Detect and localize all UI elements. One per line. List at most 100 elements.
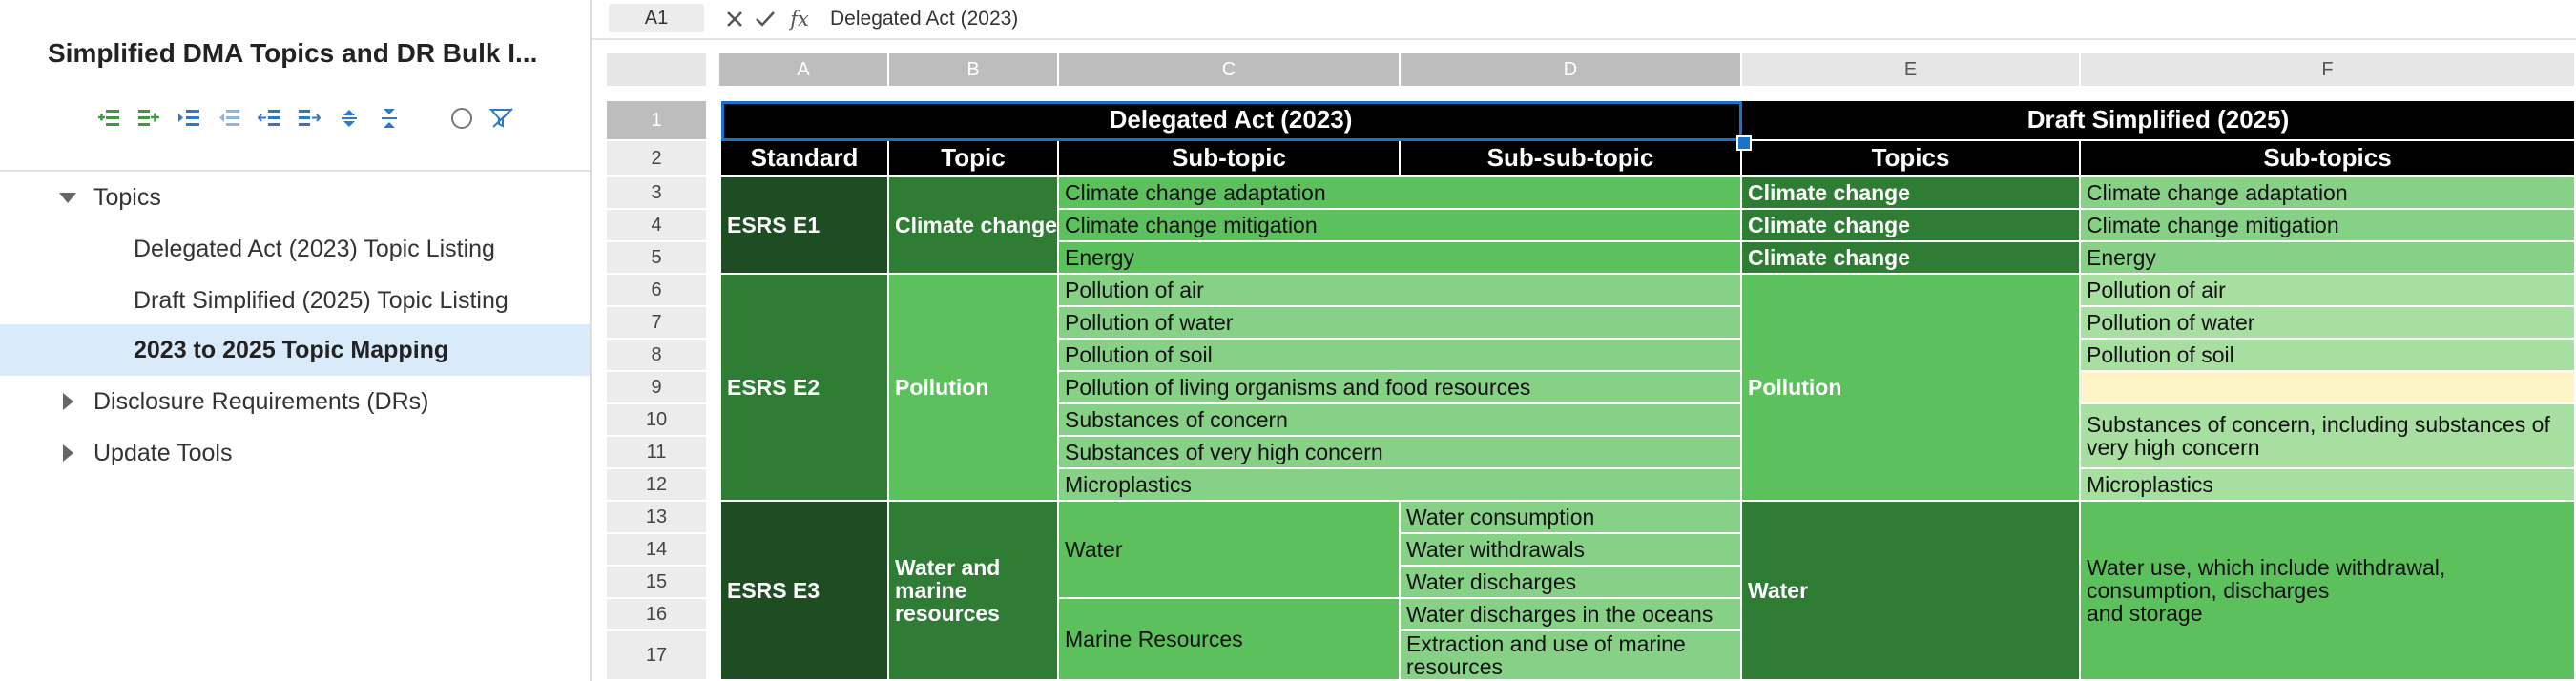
cell-b13-line-1: Water and: [895, 554, 1001, 580]
cell-f13-new-subtopic-water-use[interactable]: Water use, which include withdrawal, con…: [2081, 502, 2576, 681]
row-header-4[interactable]: 4: [607, 210, 706, 242]
row-header-6[interactable]: 6: [607, 275, 706, 307]
row-header-5[interactable]: 5: [607, 242, 706, 275]
row-header-2[interactable]: 2: [607, 141, 706, 177]
cell-f2-subtopics[interactable]: Sub-topics: [2081, 141, 2576, 177]
nav-delegated-listing[interactable]: Delegated Act (2023) Topic Listing: [0, 223, 590, 275]
cell-f12-new-subtopic[interactable]: Microplastics: [2081, 469, 2576, 502]
cell-d2-subsubtopic[interactable]: Sub-sub-topic: [1401, 141, 1742, 177]
cell-b6-topic-pollution[interactable]: Pollution: [889, 275, 1059, 502]
cell-f5-new-subtopic[interactable]: Energy: [2081, 242, 2576, 275]
cell-a6-standard-e2[interactable]: ESRS E2: [721, 275, 889, 502]
cell-c4-subtopic[interactable]: Climate change mitigation: [1059, 210, 1742, 242]
column-header-e[interactable]: E: [1742, 53, 2081, 86]
cell-f6-new-subtopic[interactable]: Pollution of air: [2081, 275, 2576, 307]
cancel-icon[interactable]: [721, 6, 748, 32]
indent-icon[interactable]: [172, 103, 206, 134]
add-child-icon[interactable]: [92, 103, 126, 134]
nav-update-tools[interactable]: Update Tools: [0, 427, 590, 479]
sidebar-divider: [0, 170, 590, 172]
cell-c3-subtopic[interactable]: Climate change adaptation: [1059, 177, 1742, 210]
confirm-icon[interactable]: [752, 6, 779, 32]
column-header-b[interactable]: B: [889, 53, 1059, 86]
cell-c8-subtopic[interactable]: Pollution of soil: [1059, 340, 1742, 372]
cell-e13-new-topic-water[interactable]: Water: [1742, 502, 2081, 681]
row-header-1[interactable]: 1: [607, 101, 706, 141]
function-icon[interactable]: fx: [790, 8, 809, 31]
cell-c13-subtopic-water[interactable]: Water: [1059, 502, 1401, 599]
row-header-11[interactable]: 11: [607, 437, 706, 469]
cell-c9-subtopic[interactable]: Pollution of living organisms and food r…: [1059, 372, 1742, 404]
outdent-icon[interactable]: [212, 103, 246, 134]
row-header-10[interactable]: 10: [607, 404, 706, 437]
cell-a13-standard-e3[interactable]: ESRS E3: [721, 502, 889, 681]
add-sibling-icon[interactable]: [132, 103, 166, 134]
column-header-f[interactable]: F: [2081, 53, 2576, 86]
sidebar: Simplified DMA Topics and DR Bulk I...: [0, 0, 592, 681]
row-header-14[interactable]: 14: [607, 534, 706, 567]
row-header-9[interactable]: 9: [607, 372, 706, 404]
row-header-7[interactable]: 7: [607, 307, 706, 340]
move-left-icon[interactable]: [252, 103, 286, 134]
column-header-a[interactable]: A: [719, 53, 889, 86]
cell-a3-standard-e1[interactable]: ESRS E1: [721, 177, 889, 275]
move-right-icon[interactable]: [292, 103, 326, 134]
row-header-17[interactable]: 17: [607, 631, 706, 681]
cell-e2-topics[interactable]: Topics: [1742, 141, 2081, 177]
cell-c2-subtopic[interactable]: Sub-topic: [1059, 141, 1401, 177]
cell-a2-standard[interactable]: Standard: [721, 141, 889, 177]
cell-f9-empty[interactable]: [2081, 372, 2576, 404]
row-header-12[interactable]: 12: [607, 469, 706, 502]
cell-f7-new-subtopic[interactable]: Pollution of water: [2081, 307, 2576, 340]
cell-c10-subtopic[interactable]: Substances of concern: [1059, 404, 1742, 437]
cell-c5-subtopic[interactable]: Energy: [1059, 242, 1742, 275]
cell-e6-new-topic-pollution[interactable]: Pollution: [1742, 275, 2081, 502]
row-header-13[interactable]: 13: [607, 502, 706, 534]
row-header-8[interactable]: 8: [607, 340, 706, 372]
row-header-16[interactable]: 16: [607, 599, 706, 631]
collapse-icon[interactable]: [372, 103, 406, 134]
column-header-d[interactable]: D: [1401, 53, 1742, 86]
cell-c12-subtopic[interactable]: Microplastics: [1059, 469, 1742, 502]
row-header-3[interactable]: 3: [607, 177, 706, 210]
cell-e5-new-topic[interactable]: Climate change: [1742, 242, 2081, 275]
caret-right-icon[interactable]: [63, 393, 73, 410]
cell-c6-subtopic[interactable]: Pollution of air: [1059, 275, 1742, 307]
cell-d13-subsubtopic[interactable]: Water consumption: [1401, 502, 1742, 534]
formula-input[interactable]: Delegated Act (2023): [830, 8, 1019, 30]
cell-e1-draft-simplified-header[interactable]: Draft Simplified (2025): [1742, 101, 2576, 141]
cell-f3-new-subtopic[interactable]: Climate change adaptation: [2081, 177, 2576, 210]
cell-c16-subtopic-marine[interactable]: Marine Resources: [1059, 599, 1401, 681]
cell-d15-subsubtopic[interactable]: Water discharges: [1401, 567, 1742, 599]
cell-b13-topic-water-marine[interactable]: Water and marine resources: [889, 502, 1059, 681]
row-header-15[interactable]: 15: [607, 567, 706, 599]
nav-topics[interactable]: Topics: [0, 172, 590, 223]
grid-corner[interactable]: [607, 53, 706, 86]
cell-b2-topic[interactable]: Topic: [889, 141, 1059, 177]
cell-d16-subsubtopic[interactable]: Water discharges in the oceans: [1401, 599, 1742, 631]
filter-off-icon[interactable]: [485, 103, 519, 134]
cell-a1-delegated-act-header[interactable]: Delegated Act (2023): [721, 101, 1742, 141]
nav-disclosure-requirements[interactable]: Disclosure Requirements (DRs): [0, 376, 590, 427]
cell-f4-new-subtopic[interactable]: Climate change mitigation: [2081, 210, 2576, 242]
circle-icon[interactable]: [445, 103, 479, 134]
nav-topic-mapping[interactable]: 2023 to 2025 Topic Mapping: [0, 324, 590, 376]
cell-c7-subtopic[interactable]: Pollution of water: [1059, 307, 1742, 340]
caret-down-icon[interactable]: [59, 193, 76, 203]
fill-handle[interactable]: [1736, 135, 1752, 151]
caret-right-icon[interactable]: [63, 444, 73, 462]
cell-c11-subtopic[interactable]: Substances of very high concern: [1059, 437, 1742, 469]
name-box[interactable]: A1: [609, 4, 704, 32]
cell-e4-new-topic[interactable]: Climate change: [1742, 210, 2081, 242]
column-header-c[interactable]: C: [1059, 53, 1401, 86]
cell-f8-new-subtopic[interactable]: Pollution of soil: [2081, 340, 2576, 372]
expand-icon[interactable]: [332, 103, 366, 134]
cell-b3-topic-climate[interactable]: Climate change: [889, 177, 1059, 275]
nav-draft-listing[interactable]: Draft Simplified (2025) Topic Listing: [0, 275, 590, 326]
cell-b13-line-3: resources: [895, 601, 1000, 627]
cell-f10-new-subtopic-concern[interactable]: Substances of concern, including substan…: [2081, 404, 2576, 469]
cell-d14-subsubtopic[interactable]: Water withdrawals: [1401, 534, 1742, 567]
cell-d17-subsubtopic-extraction[interactable]: Extraction and use of marine resources: [1401, 631, 1742, 681]
cell-f10-line-2: very high concern: [2087, 435, 2260, 460]
cell-e3-new-topic[interactable]: Climate change: [1742, 177, 2081, 210]
